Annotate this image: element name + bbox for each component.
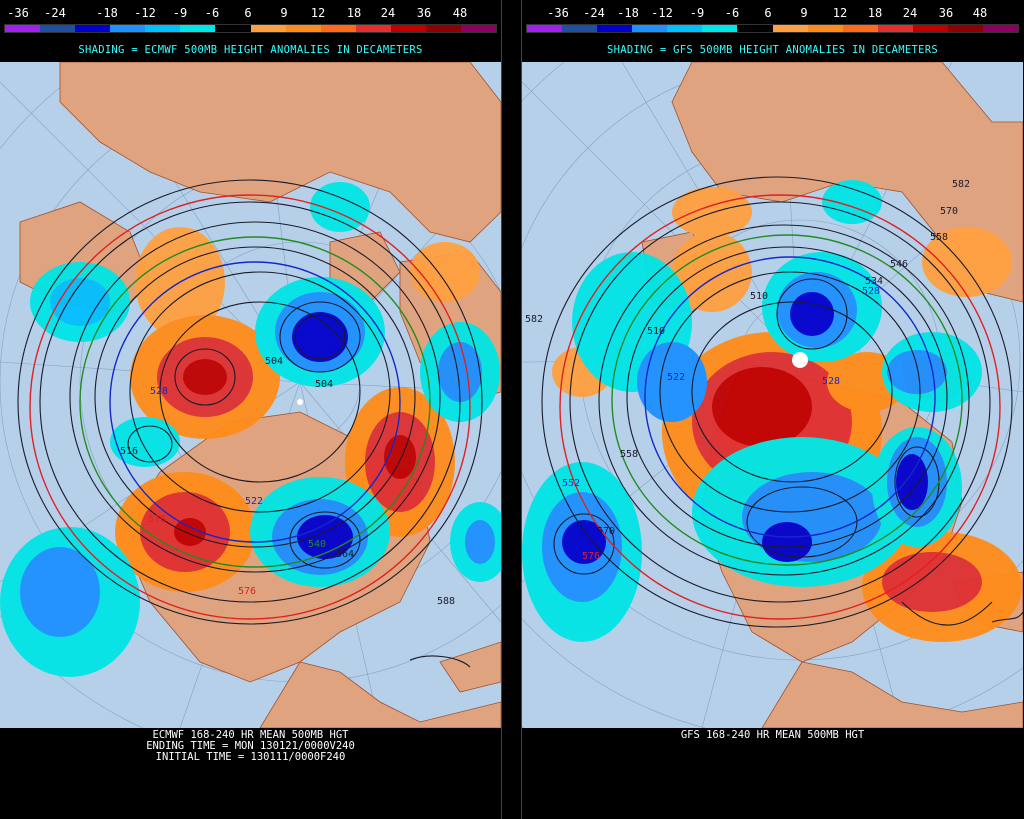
contour-label: 522	[667, 372, 685, 383]
contour-label: 576	[582, 551, 600, 562]
contour-label: 588	[437, 596, 455, 607]
shading-title: SHADING = ECMWF 500MB HEIGHT ANOMALIES I…	[78, 44, 423, 56]
scale-label: -12	[134, 6, 156, 20]
contour-label: 552	[562, 478, 580, 489]
scale-label: -18	[96, 6, 118, 20]
scale-swatch	[667, 25, 703, 32]
scale-label: -24	[44, 6, 66, 20]
contour-label: 558	[620, 449, 638, 460]
scale-swatch	[597, 25, 633, 32]
scale-swatch	[527, 25, 563, 32]
scale-swatch	[983, 25, 1019, 32]
scale-label: -6	[204, 6, 220, 20]
scale-label: 36	[416, 6, 432, 20]
scale-label: -12	[651, 6, 673, 20]
panel-border	[501, 0, 502, 819]
contour-label: 546	[890, 259, 908, 270]
color-scale-bar	[526, 24, 1019, 33]
contour-label: 534	[865, 276, 883, 287]
scale-label: -36	[547, 6, 569, 20]
scale-label: 18	[867, 6, 883, 20]
panel-border	[521, 0, 522, 819]
panel-divider	[501, 0, 522, 819]
caption-line: GFS 168-240 HR MEAN 500MB HGT	[680, 729, 865, 741]
scale-swatch	[425, 25, 462, 32]
color-scale-bar	[4, 24, 497, 33]
scale-swatch	[737, 25, 773, 32]
contour-label: 558	[930, 232, 948, 243]
contour-label: 540	[308, 539, 326, 550]
contour-label: 528	[862, 286, 880, 297]
scale-label: 12	[310, 6, 326, 20]
caption-line: INITIAL TIME = 130111/0000F240	[155, 751, 346, 763]
scale-label: -9	[172, 6, 188, 20]
contour-label: 528	[822, 376, 840, 387]
scale-label: 48	[972, 6, 988, 20]
color-scale-labels: -36 -24 -18 -12 -9 -6 6 9 12 18 24 36 48	[0, 6, 501, 22]
scale-label: 24	[902, 6, 918, 20]
contour-label: 582	[525, 314, 543, 325]
scale-swatch	[772, 25, 808, 32]
contour-label: 564	[336, 549, 354, 560]
scale-swatch	[390, 25, 426, 32]
caption-line: ENDING TIME = MON 130121/0000V240	[146, 740, 355, 752]
scale-label: 9	[800, 6, 808, 20]
ecmwf-panel: -36 -24 -18 -12 -9 -6 6 9 12 18 24 36 48…	[0, 0, 501, 819]
scale-swatch	[180, 25, 216, 32]
map-caption: ECMWF 168-240 HR MEAN 500MB HGT ENDING T…	[0, 730, 501, 763]
scale-swatch	[40, 25, 76, 32]
contour-label: 582	[952, 179, 970, 190]
scale-label: 6	[244, 6, 252, 20]
caption-line: ECMWF 168-240 HR MEAN 500MB HGT	[152, 729, 349, 741]
scale-swatch	[912, 25, 948, 32]
contour-label: 576	[238, 586, 256, 597]
scale-swatch	[461, 25, 497, 32]
scale-swatch	[320, 25, 356, 32]
color-scale-labels: -36 -24 -18 -12 -9 -6 6 9 12 18 24 36 48	[522, 6, 1023, 22]
contour-label: 570	[940, 206, 958, 217]
contour-label: 522	[245, 496, 263, 507]
scale-label: 18	[346, 6, 362, 20]
scale-label: 6	[764, 6, 772, 20]
scale-label: -36	[7, 6, 29, 20]
scale-swatch	[145, 25, 181, 32]
scale-swatch	[947, 25, 984, 32]
ecmwf-map: 528 504 504 516 522 540 564 576 576 588	[0, 62, 501, 728]
gfs-map: 582 570 558 546 534 528 510 510 522 528 …	[522, 62, 1023, 728]
contour-label: 504	[265, 356, 283, 367]
scale-swatch	[5, 25, 41, 32]
contour-label: 576	[148, 514, 166, 525]
scale-swatch	[285, 25, 321, 32]
contour-label: 528	[150, 386, 168, 397]
contour-label: 510	[647, 326, 665, 337]
scale-swatch	[807, 25, 843, 32]
contour-label: 570	[597, 526, 615, 537]
scale-swatch	[215, 25, 251, 32]
contour-label: 504	[315, 379, 333, 390]
scale-swatch	[355, 25, 391, 32]
map-caption: GFS 168-240 HR MEAN 500MB HGT	[522, 730, 1023, 741]
scale-label: -6	[724, 6, 740, 20]
contour-label: 510	[750, 291, 768, 302]
scale-label: -9	[689, 6, 705, 20]
scale-label: 36	[938, 6, 954, 20]
contour-label: 516	[120, 446, 138, 457]
scale-swatch	[110, 25, 146, 32]
scale-label: -24	[583, 6, 605, 20]
shading-title: SHADING = GFS 500MB HEIGHT ANOMALIES IN …	[606, 44, 939, 56]
scale-swatch	[562, 25, 598, 32]
gfs-panel: -36 -24 -18 -12 -9 -6 6 9 12 18 24 36 48…	[522, 0, 1023, 819]
scale-swatch	[75, 25, 111, 32]
scale-swatch	[842, 25, 878, 32]
scale-label: 12	[832, 6, 848, 20]
scale-label: 9	[280, 6, 288, 20]
scale-swatch	[702, 25, 738, 32]
scale-label: -18	[617, 6, 639, 20]
scale-label: 48	[452, 6, 468, 20]
scale-swatch	[250, 25, 286, 32]
scale-swatch	[632, 25, 668, 32]
scale-label: 24	[380, 6, 396, 20]
scale-swatch	[877, 25, 913, 32]
